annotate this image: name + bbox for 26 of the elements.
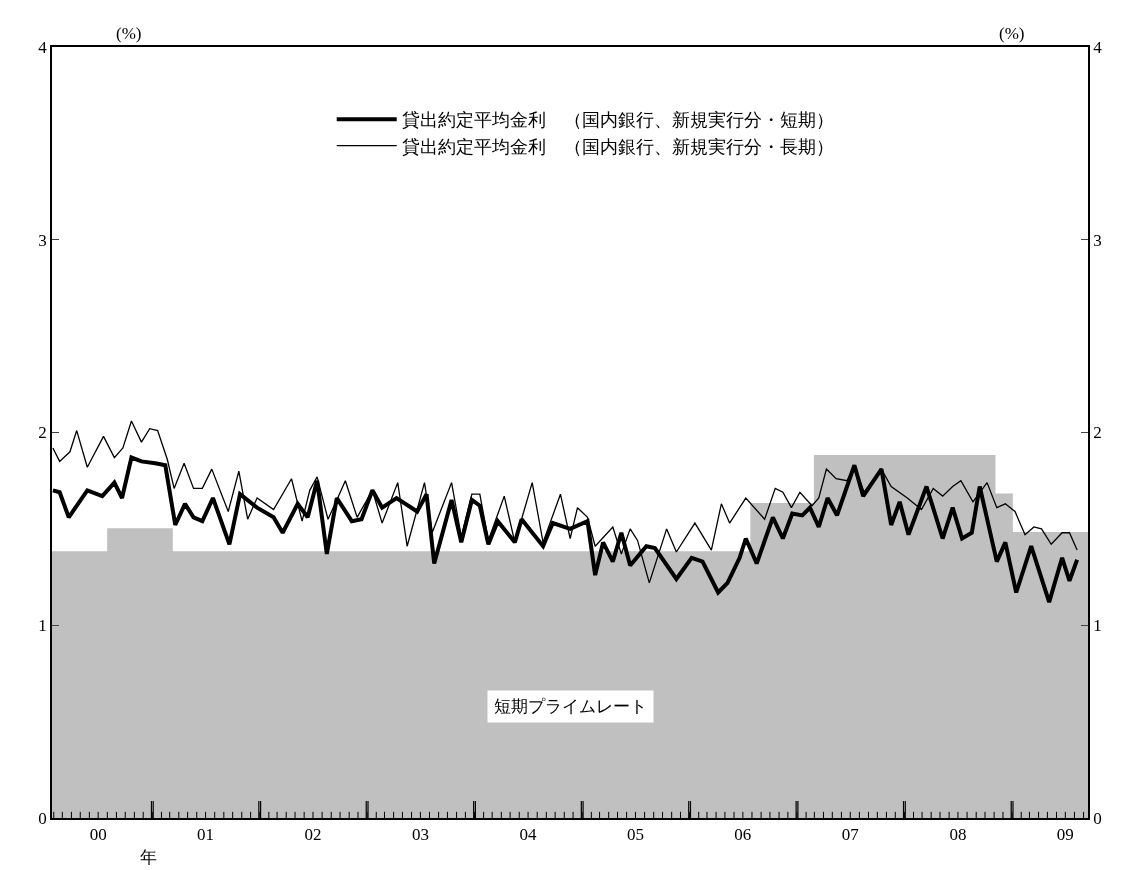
x-tick-label: 09 — [1056, 825, 1074, 845]
y-tick-label: 1 — [38, 616, 47, 636]
y-tick-label: 3 — [38, 230, 47, 250]
y-tick-label: 4 — [38, 37, 48, 57]
legend-label: 貸出約定平均金利 （国内銀行、新規実行分・短期） — [401, 110, 834, 131]
series-label: 短期プライムレート — [494, 697, 647, 716]
x-tick-label: 02 — [304, 825, 322, 845]
x-tick-label: 01 — [197, 825, 215, 845]
y2-tick-label: 0 — [1093, 808, 1102, 828]
x-tick-label: 03 — [411, 825, 429, 845]
x-tick-label: 08 — [949, 825, 967, 845]
x-tick-label: 06 — [734, 825, 752, 845]
y-axis-title: (%) — [116, 24, 142, 43]
x-tick-label: 07 — [841, 825, 860, 845]
y-tick-label: 2 — [38, 423, 47, 443]
y2-tick-label: 2 — [1093, 423, 1102, 443]
y2-axis-title: (%) — [999, 24, 1025, 43]
y-tick-label: 0 — [38, 808, 47, 828]
y2-tick-label: 1 — [1093, 616, 1102, 636]
x-tick-label: 05 — [626, 825, 644, 845]
y2-tick-label: 4 — [1093, 37, 1103, 57]
text: 年 — [140, 848, 157, 867]
y2-tick-label: 3 — [1093, 230, 1102, 250]
x-tick-label: 04 — [519, 825, 538, 845]
x-tick-label: 00 — [89, 825, 107, 845]
legend-label: 貸出約定平均金利 （国内銀行、新規実行分・長期） — [401, 136, 834, 157]
